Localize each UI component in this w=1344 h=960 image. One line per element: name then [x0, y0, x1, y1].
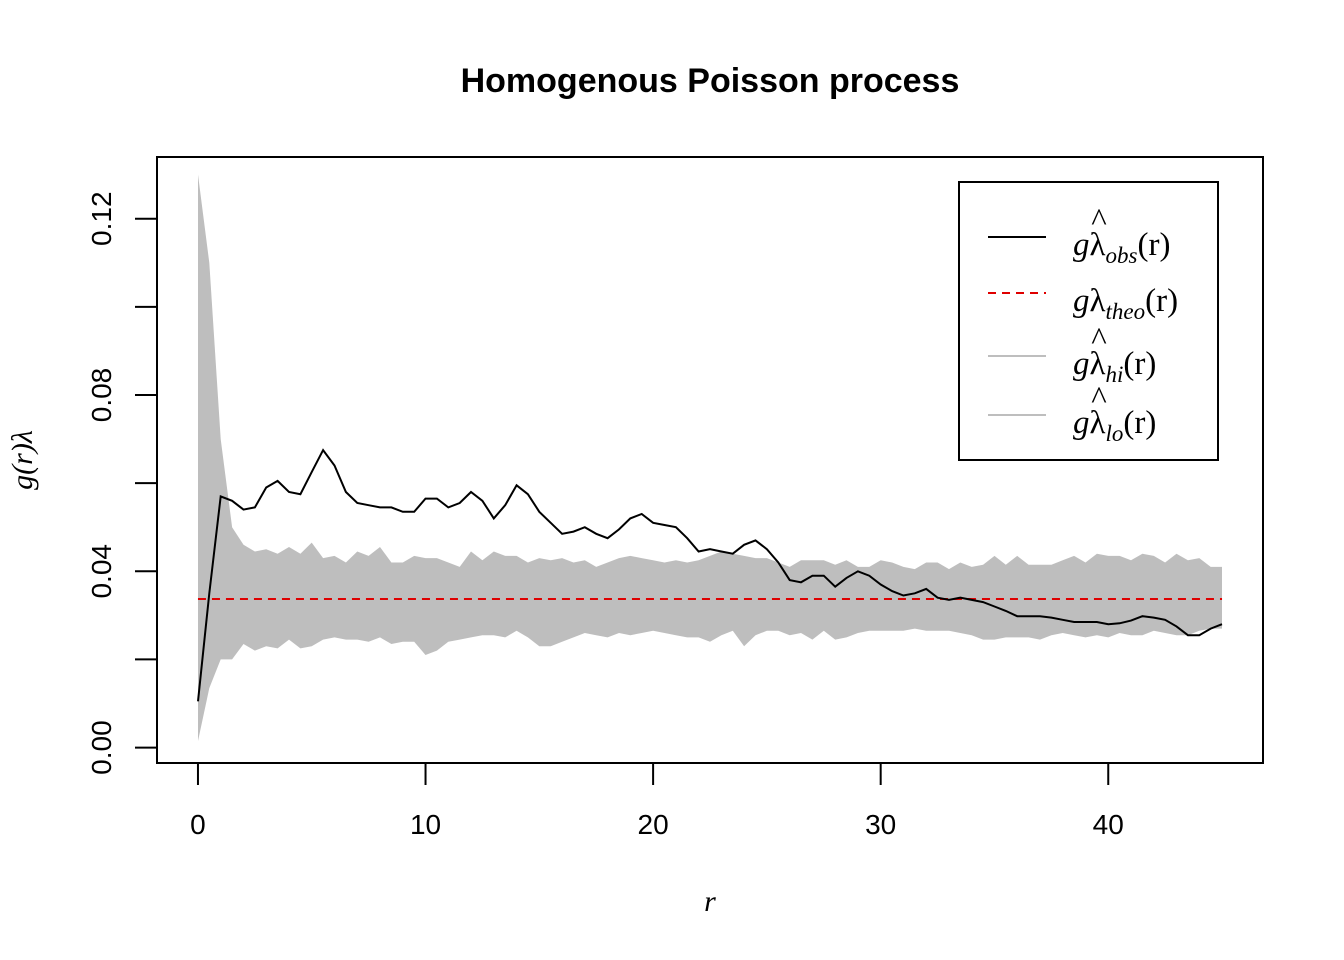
y-tick-label: 0.04 — [86, 544, 117, 599]
series-obs-line — [197, 448, 1223, 702]
legend-box — [958, 181, 1219, 461]
legend-label-lo: gλlo(r) — [1073, 405, 1156, 446]
legend-hat-hi: ^ — [1091, 322, 1107, 358]
x-axis-label: r — [704, 885, 716, 918]
x-tick-label: 30 — [865, 809, 896, 840]
x-tick-label: 0 — [190, 809, 206, 840]
x-tick-label: 40 — [1093, 809, 1124, 840]
y-axis-label: g(r)λ — [6, 430, 39, 490]
legend-label-theo: gλtheo(r) — [1073, 283, 1178, 324]
legend-hat-obs: ^ — [1091, 203, 1107, 239]
legend-hat-lo: ^ — [1091, 381, 1107, 417]
legend-label-obs: gλobs(r) — [1073, 227, 1170, 268]
legend-label-hi: gλhi(r) — [1073, 346, 1156, 387]
x-tick-label: 20 — [638, 809, 669, 840]
y-axis: 0.00 0.04 0.08 0.12 — [86, 191, 158, 775]
y-tick-label: 0.08 — [86, 368, 117, 423]
chart-title: Homogenous Poisson process — [461, 62, 960, 100]
x-axis: 0 10 20 30 40 — [190, 762, 1124, 840]
x-tick-label: 10 — [410, 809, 441, 840]
y-tick-label: 0.12 — [86, 191, 117, 246]
obs-layer — [197, 448, 1223, 702]
y-tick-label: 0.00 — [86, 720, 117, 775]
legend: gλobs(r)^gλtheo(r)gλhi(r)^gλlo(r)^ — [958, 181, 1219, 461]
